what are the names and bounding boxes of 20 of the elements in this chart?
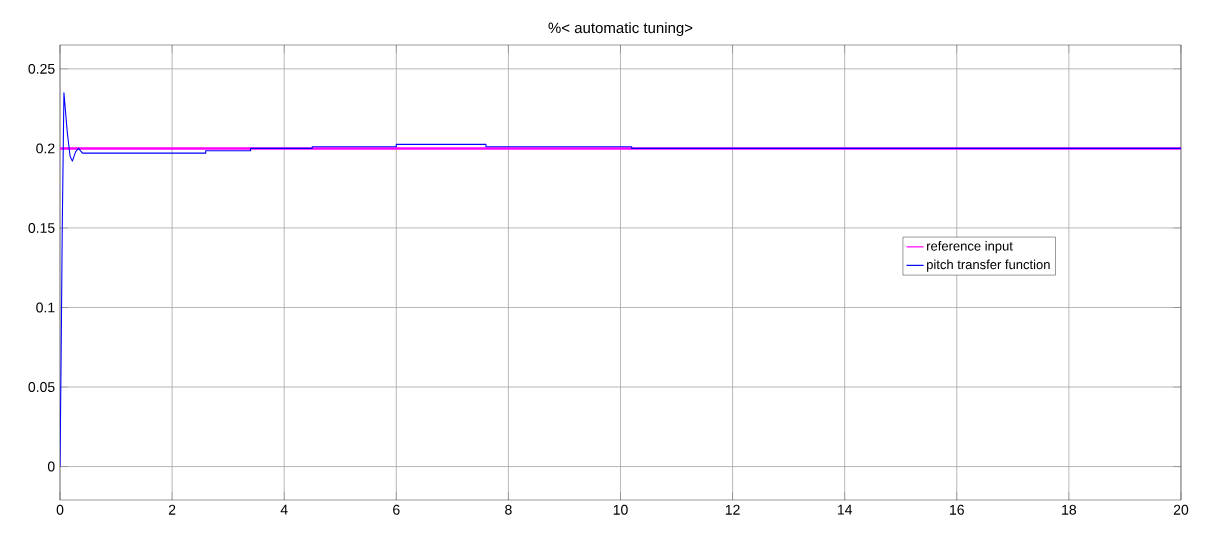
x-tick-label: 10	[613, 504, 628, 515]
x-tick-label: 12	[725, 504, 740, 515]
chart-title: %< automatic tuning>	[548, 22, 693, 37]
y-tick-label: 0.25	[28, 63, 55, 74]
legend-label: pitch transfer function	[927, 259, 1050, 272]
x-tick-label: 14	[837, 504, 853, 515]
x-tick-label: 18	[1062, 504, 1077, 515]
y-tick-label: 0.1	[36, 302, 55, 313]
y-tick-label: 0	[47, 461, 55, 472]
y-tick-label: 0.2	[36, 143, 55, 154]
x-tick-label: 0	[56, 504, 64, 515]
y-tick-label: 0.15	[28, 222, 55, 233]
legend-label: reference input	[927, 241, 1013, 254]
x-tick-label: 4	[280, 504, 288, 515]
x-tick-label: 6	[393, 504, 400, 515]
x-tick-label: 8	[505, 504, 512, 515]
x-tick-label: 16	[950, 504, 964, 515]
x-tick-label: 2	[168, 504, 176, 515]
y-tick-label: 0.05	[28, 382, 55, 392]
x-tick-label: 20	[1173, 504, 1189, 515]
